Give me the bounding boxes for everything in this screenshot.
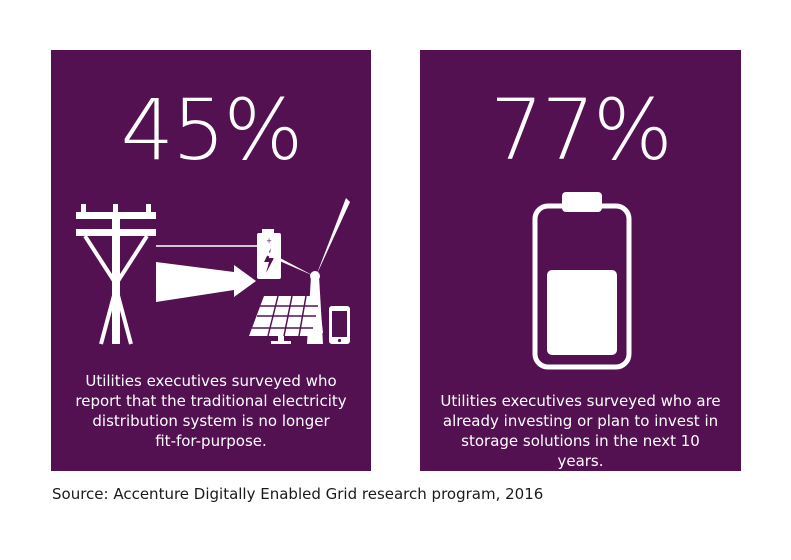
stat-card-storage: 77% Utilities executives surveyed who ar… xyxy=(420,50,741,471)
battery-fill-level xyxy=(547,270,617,355)
stat-caption: Utilities executives surveyed who are al… xyxy=(438,391,723,471)
svg-text:+: + xyxy=(266,237,272,245)
stat-value: 77% xyxy=(490,81,673,179)
caption-line: already investing or plan to invest in xyxy=(442,412,719,430)
caption-line: Utilities executives surveyed who are xyxy=(440,392,721,410)
arrow-right-icon xyxy=(156,262,256,302)
smartphone-icon xyxy=(329,306,350,344)
grid-illustration: + xyxy=(76,198,350,345)
caption-line: fit-for-purpose. xyxy=(155,432,267,450)
caption-line: distribution system is no longer xyxy=(92,412,330,430)
caption-line: storage solutions in the next 10 years. xyxy=(461,432,700,470)
solar-panel-icon xyxy=(249,295,320,344)
stat-card-distribution: 45% + xyxy=(51,50,371,471)
stat-caption: Utilities executives surveyed who report… xyxy=(69,371,353,451)
source-note: Source: Accenture Digitally Enabled Grid… xyxy=(52,485,544,503)
caption-line: Utilities executives surveyed who xyxy=(85,372,337,390)
utility-pole-icon xyxy=(76,204,156,345)
stat-value: 45% xyxy=(120,81,304,179)
battery-icon xyxy=(532,192,632,370)
caption-line: report that the traditional electricity xyxy=(75,392,347,410)
